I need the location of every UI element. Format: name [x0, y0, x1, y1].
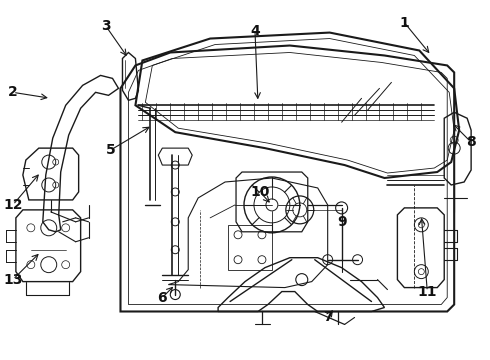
- Text: 6: 6: [157, 291, 167, 305]
- Text: 7: 7: [323, 310, 333, 324]
- Text: 12: 12: [3, 198, 23, 212]
- Text: 13: 13: [3, 273, 23, 287]
- Text: 5: 5: [106, 143, 116, 157]
- Text: 9: 9: [337, 215, 346, 229]
- Text: 1: 1: [399, 15, 409, 30]
- Text: 2: 2: [8, 85, 18, 99]
- Text: 8: 8: [466, 135, 476, 149]
- Text: 11: 11: [417, 284, 437, 298]
- Text: 10: 10: [250, 185, 270, 199]
- Text: 3: 3: [101, 19, 110, 33]
- Text: 4: 4: [250, 23, 260, 37]
